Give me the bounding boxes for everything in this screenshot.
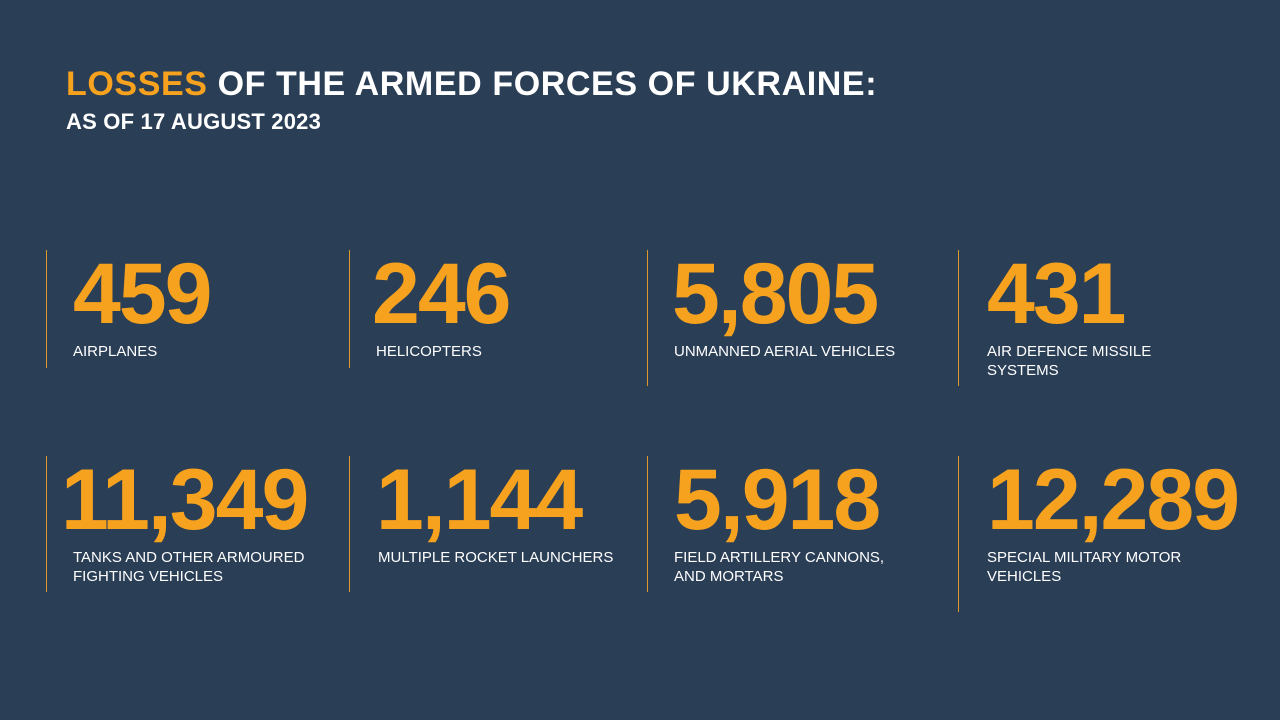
stat-label: MULTIPLE ROCKET LAUNCHERS (378, 549, 614, 566)
stat-label: HELICOPTERS (376, 343, 482, 360)
stat-air-defence-missile-systems: 431 AIR DEFENCE MISSILE SYSTEMS (958, 246, 1258, 386)
stat-value: 11,349 (61, 452, 309, 548)
stat-value: 5,805 (672, 246, 879, 342)
stat-label: AIRPLANES (73, 343, 158, 360)
stat-tanks-armoured-vehicles: 11,349 TANKS AND OTHER ARMOURED FIGHTING… (46, 452, 346, 592)
title-rest: OF THE ARMED FORCES OF UKRAINE: (207, 65, 878, 103)
stat-label: SPECIAL MILITARY MOTOR VEHICLES (987, 549, 1182, 585)
stat-helicopters: 246 HELICOPTERS (349, 246, 644, 368)
stat-unmanned-aerial-vehicles: 5,805 UNMANNED AERIAL VEHICLES (647, 246, 955, 386)
stat-multiple-rocket-launchers: 1,144 MULTIPLE ROCKET LAUNCHERS (349, 452, 644, 592)
page-title: LOSSES OF THE ARMED FORCES OF UKRAINE: (66, 62, 877, 106)
stat-value: 5,918 (674, 452, 881, 548)
page-subtitle: AS OF 17 AUGUST 2023 (66, 109, 322, 134)
stat-value: 1,144 (376, 452, 583, 548)
title-accent: LOSSES (66, 65, 208, 103)
stat-value: 459 (73, 246, 212, 342)
header: LOSSES OF THE ARMED FORCES OF UKRAINE: A… (66, 62, 877, 136)
stat-value: 246 (372, 246, 511, 342)
stat-label: UNMANNED AERIAL VEHICLES (674, 343, 896, 360)
stat-airplanes: 459 AIRPLANES (46, 246, 346, 368)
stat-field-artillery: 5,918 FIELD ARTILLERY CANNONS, AND MORTA… (647, 452, 955, 592)
stat-label: TANKS AND OTHER ARMOURED FIGHTING VEHICL… (73, 549, 305, 585)
stat-value: 12,289 (987, 452, 1240, 548)
stat-label: AIR DEFENCE MISSILE SYSTEMS (987, 343, 1152, 379)
stat-special-military-motor-vehicles: 12,289 SPECIAL MILITARY MOTOR VEHICLES (958, 452, 1258, 612)
stat-label: FIELD ARTILLERY CANNONS, AND MORTARS (674, 549, 885, 585)
stat-value: 431 (987, 246, 1126, 342)
